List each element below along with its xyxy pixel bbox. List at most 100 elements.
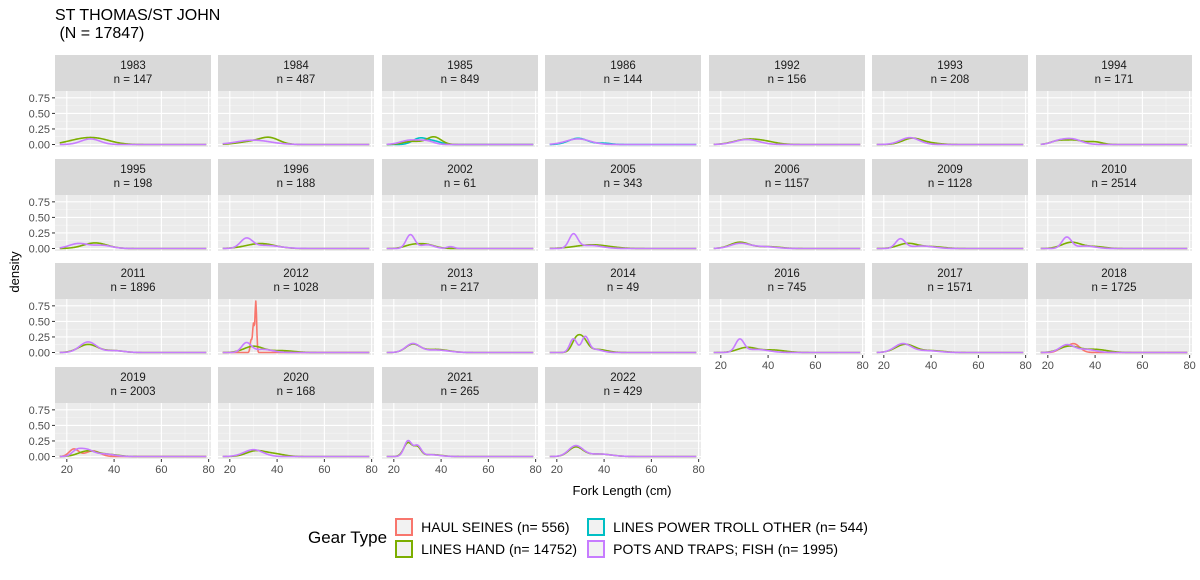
title-line-1: ST THOMAS/ST JOHN [55, 7, 221, 24]
density-line-pt [1040, 343, 1188, 354]
facet-count-label: n = 487 [277, 74, 316, 86]
x-tick-label: 60 [155, 464, 167, 476]
facet-panel-2018: 2018 n = 1725 [1036, 263, 1192, 355]
y-tick-label: 0.75 [29, 93, 50, 105]
x-tick-label: 40 [598, 464, 610, 476]
chart-title: ST THOMAS/ST JOHN (N = 17847) [55, 7, 220, 43]
facet-panel-1985: 1985 n = 849 [382, 55, 538, 147]
facet-year-label: 2002 [447, 164, 473, 176]
facet-strip [872, 263, 1028, 299]
legend-title: Gear Type [308, 528, 388, 547]
facet-panel-2016: 2016 n = 745 [709, 263, 865, 355]
facet-year-label: 2016 [774, 268, 800, 280]
facet-year-label: 2013 [447, 268, 473, 280]
facet-panel-2021: 2021 n = 265 [382, 367, 538, 459]
facet-strip [545, 367, 701, 403]
facet-year-label: 2014 [610, 268, 636, 280]
facet-count-label: n = 1157 [765, 178, 809, 190]
facet-year-label: 2005 [610, 164, 636, 176]
facet-strip [382, 159, 538, 195]
facet-count-label: n = 1725 [1091, 282, 1136, 294]
facet-panel-2011: 2011 n = 1896 [55, 263, 211, 355]
facet-count-label: n = 1128 [928, 178, 972, 190]
facet-panel-2019: 2019 n = 2003 [55, 367, 211, 459]
y-tick-label: 0.75 [29, 405, 50, 417]
facet-year-label: 2009 [937, 164, 963, 176]
facet-panel-1994: 1994 n = 171 [1036, 55, 1192, 147]
legend-item-label: LINES HAND (n= 14752) [421, 541, 578, 557]
x-tick-label: 80 [857, 360, 869, 372]
facet-count-label: n = 429 [604, 386, 643, 398]
facet-year-label: 1985 [447, 60, 473, 72]
panel-background [382, 403, 538, 459]
density-line-pt [59, 341, 207, 354]
x-tick-label: 20 [61, 464, 73, 476]
x-tick-label: 60 [318, 464, 330, 476]
facet-year-label: 1983 [120, 60, 146, 72]
x-tick-label: 60 [482, 464, 494, 476]
x-tick-label: 40 [435, 464, 447, 476]
legend-item-label: LINES POWER TROLL OTHER (n= 544) [613, 519, 868, 535]
facet-count-label: n = 61 [444, 178, 476, 190]
facet-count-label: n = 1028 [273, 282, 318, 294]
facet-year-label: 1994 [1101, 60, 1127, 72]
facet-strip [55, 367, 211, 403]
facet-panel-1995: 1995 n = 198 [55, 159, 211, 251]
facet-year-label: 2022 [610, 372, 636, 384]
panel-background [1036, 91, 1192, 147]
density-line-pt [1040, 137, 1188, 146]
y-axis-title: density [7, 251, 22, 293]
facet-strip [218, 263, 374, 299]
facet-year-label: 2021 [447, 372, 473, 384]
facet-chart: 1983 n = 147 1984 n = 487 1985 n = 849 1986 n =… [7, 55, 1196, 498]
density-line-pt [222, 448, 370, 458]
y-tick-label: 0.25 [29, 228, 50, 240]
facet-count-label: n = 49 [607, 282, 639, 294]
density-line-pt [59, 447, 207, 458]
density-line-pt [713, 338, 861, 354]
x-tick-label: 20 [551, 464, 563, 476]
x-axis-title: Fork Length (cm) [573, 483, 672, 498]
legend-item-label: HAUL SEINES (n= 556) [421, 519, 570, 535]
legend-item-lp: LINES POWER TROLL OTHER (n= 544) [587, 518, 868, 536]
x-tick-label: 20 [224, 464, 236, 476]
facet-panel-1983: 1983 n = 147 [55, 55, 211, 147]
x-tick-label: 40 [762, 360, 774, 372]
facet-count-label: n = 343 [604, 178, 643, 190]
facet-panel-1984: 1984 n = 487 [218, 55, 374, 147]
facet-panel-2012: 2012 n = 1028 [218, 263, 374, 355]
x-tick-label: 60 [972, 360, 984, 372]
y-tick-label: 0.50 [29, 316, 50, 328]
facet-strip [709, 55, 865, 91]
density-line-pt [549, 335, 697, 354]
density-line-pt [222, 237, 370, 250]
facet-count-label: n = 745 [768, 282, 807, 294]
x-tick-label: 40 [1089, 360, 1101, 372]
x-tick-label: 40 [925, 360, 937, 372]
facet-strip [382, 367, 538, 403]
facet-strip [709, 159, 865, 195]
density-line-pt [222, 139, 370, 146]
facet-panel-2006: 2006 n = 1157 [709, 159, 865, 251]
density-line-pt [386, 342, 534, 354]
panel-background [709, 299, 865, 355]
density-line-pt [386, 233, 534, 250]
facet-year-label: 1995 [120, 164, 146, 176]
density-line-pt [549, 232, 697, 250]
density-line-pt [713, 138, 861, 146]
facet-panel-2009: 2009 n = 1128 [872, 159, 1028, 251]
panel-background [709, 91, 865, 147]
x-tick-label: 80 [1020, 360, 1032, 372]
y-tick-label: 0.25 [29, 124, 50, 136]
facet-strip [382, 55, 538, 91]
y-tick-label: 0.25 [29, 436, 50, 448]
x-tick-label: 80 [203, 464, 215, 476]
x-tick-label: 20 [1042, 360, 1054, 372]
panel-background [709, 195, 865, 251]
facet-panel-2002: 2002 n = 61 [382, 159, 538, 251]
y-tick-label: 0.00 [29, 452, 50, 464]
facet-strip [545, 159, 701, 195]
x-tick-label: 60 [809, 360, 821, 372]
x-tick-label: 80 [693, 464, 705, 476]
